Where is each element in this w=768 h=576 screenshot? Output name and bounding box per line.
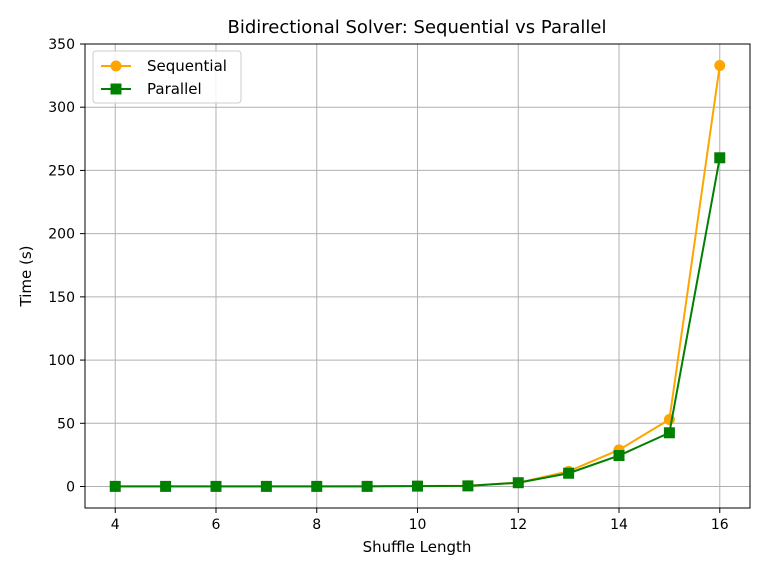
x-tick-label: 6 bbox=[212, 517, 221, 533]
x-tick-label: 14 bbox=[610, 517, 628, 533]
data-point-parallel bbox=[563, 467, 575, 479]
x-axis-label: Shuffle Length bbox=[363, 538, 472, 556]
y-tick-label: 350 bbox=[48, 37, 75, 53]
data-point-parallel bbox=[260, 480, 272, 492]
data-point-parallel bbox=[714, 152, 726, 164]
y-tick-label: 250 bbox=[48, 163, 75, 179]
series-layer bbox=[109, 59, 726, 492]
y-tick-label: 150 bbox=[48, 290, 75, 306]
data-point-parallel bbox=[512, 477, 524, 489]
y-tick-label: 50 bbox=[57, 416, 75, 432]
legend-marker-sequential bbox=[110, 60, 122, 72]
data-point-parallel bbox=[311, 480, 323, 492]
x-tick-label: 10 bbox=[409, 517, 427, 533]
data-point-parallel bbox=[109, 480, 121, 492]
chart-title: Bidirectional Solver: Sequential vs Para… bbox=[228, 17, 607, 38]
legend-marker-parallel bbox=[110, 83, 122, 95]
legend-label-parallel: Parallel bbox=[147, 80, 202, 98]
data-point-parallel bbox=[160, 480, 172, 492]
ticks: 4 6 8 10 12 14 16 0 50 100 150 200 250 300 350 bbox=[48, 37, 729, 533]
data-point-parallel bbox=[663, 427, 675, 439]
data-point-parallel bbox=[412, 480, 423, 492]
grid bbox=[85, 43, 750, 508]
data-point-parallel bbox=[210, 480, 222, 492]
y-axis-label: Time (s) bbox=[17, 246, 35, 308]
x-tick-label: 12 bbox=[509, 517, 527, 533]
x-tick-label: 4 bbox=[111, 517, 120, 533]
x-tick-label: 8 bbox=[312, 517, 321, 533]
y-tick-label: 300 bbox=[48, 100, 75, 116]
data-point-parallel bbox=[361, 480, 373, 492]
x-tick-label: 16 bbox=[711, 517, 729, 533]
data-point-parallel bbox=[613, 450, 625, 462]
data-point-parallel bbox=[462, 480, 474, 492]
legend-label-sequential: Sequential bbox=[147, 57, 227, 75]
data-point-sequential bbox=[714, 59, 726, 71]
legend: Sequential Parallel bbox=[92, 50, 242, 104]
series-parallel bbox=[109, 152, 726, 492]
y-tick-label: 0 bbox=[66, 480, 75, 496]
y-tick-label: 200 bbox=[48, 227, 75, 243]
y-tick-label: 100 bbox=[48, 353, 75, 369]
